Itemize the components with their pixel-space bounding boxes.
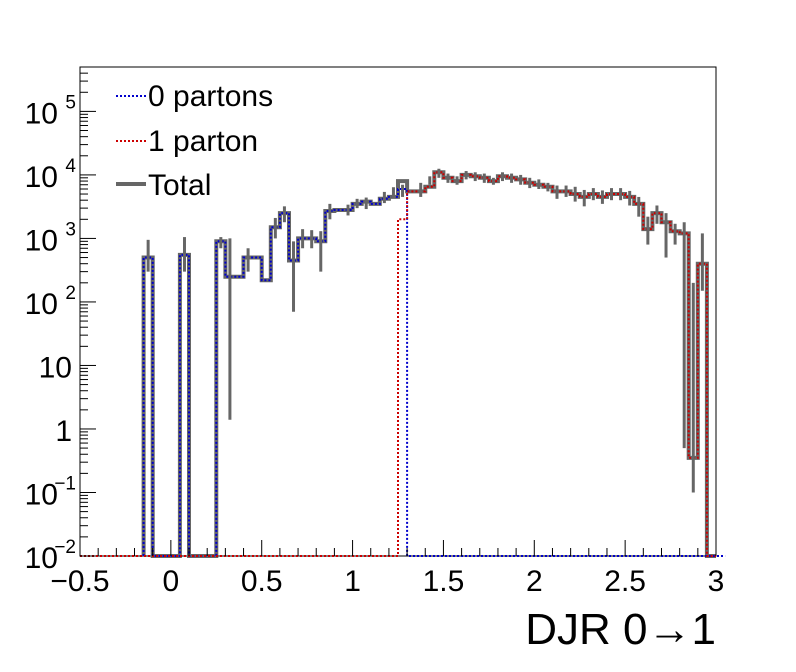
y-tick-label-exponent: −2 xyxy=(54,537,76,558)
x-tick-label: 2 xyxy=(526,565,543,598)
legend-item-total: Total xyxy=(116,169,211,202)
x-tick-label: 3 xyxy=(708,565,725,598)
legend-label-total: Total xyxy=(148,169,211,202)
y-tick-label: 10 xyxy=(25,542,58,575)
series-1-parton-line xyxy=(80,171,716,557)
legend-item-1-parton: 1 parton xyxy=(116,125,258,158)
y-tick-label: 10 xyxy=(25,161,58,194)
y-tick-label: 10 xyxy=(25,97,58,130)
x-tick-label: 1 xyxy=(344,565,361,598)
y-tick-label-exponent: 4 xyxy=(65,156,76,177)
legend-label-0-partons: 0 partons xyxy=(148,80,273,113)
y-tick-label: 10 xyxy=(39,351,72,384)
legend-item-0-partons: 0 partons xyxy=(116,80,273,113)
y-tick-label: 1 xyxy=(55,415,72,448)
x-tick-label: 0.5 xyxy=(241,565,283,598)
x-tick-label: −0.5 xyxy=(50,565,109,598)
y-tick-label-exponent: 2 xyxy=(65,283,76,304)
y-tick-label-exponent: 3 xyxy=(65,219,76,240)
series-0-partons-line xyxy=(142,188,726,557)
y-tick-label: 10 xyxy=(25,224,58,257)
y-tick-label-exponent: 5 xyxy=(65,92,76,113)
x-tick-label: 1.5 xyxy=(423,565,465,598)
x-axis-label: DJR 0→1 xyxy=(525,605,716,654)
legend-label-1-parton: 1 parton xyxy=(148,125,258,158)
legend: 0 partons 1 parton Total xyxy=(116,80,273,202)
y-tick-label: 10 xyxy=(25,478,58,511)
histogram-layer xyxy=(80,168,726,558)
y-tick-label-exponent: −1 xyxy=(54,473,76,494)
x-axis-ticks: −0.5 0 0.5 1 1.5 2 2.5 3 xyxy=(50,540,724,598)
y-tick-label: 10 xyxy=(25,288,58,321)
x-tick-label: 2.5 xyxy=(604,565,646,598)
x-tick-label: 0 xyxy=(163,565,180,598)
